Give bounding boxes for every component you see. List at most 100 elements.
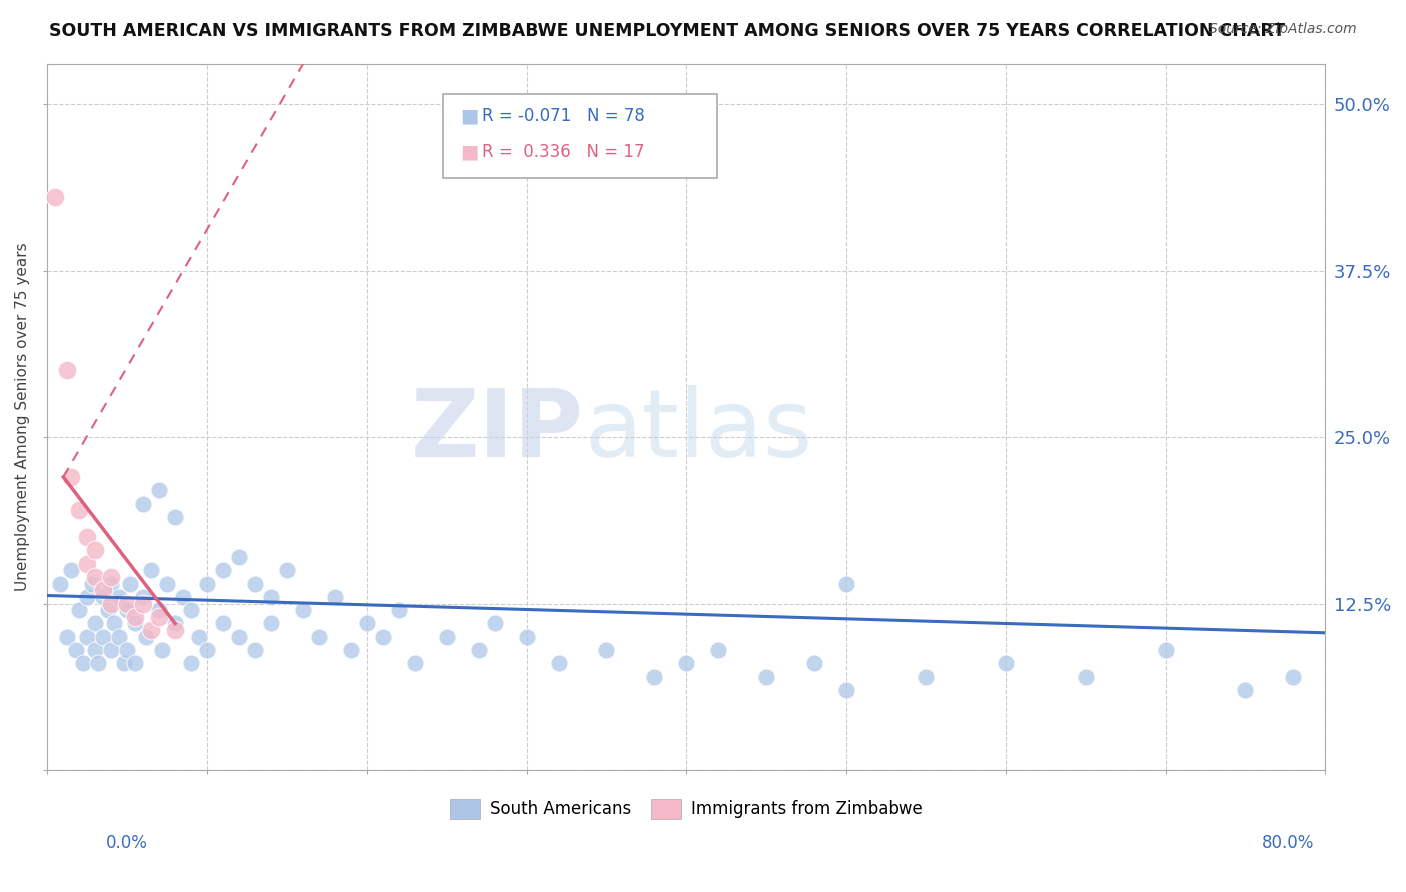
Text: ZIP: ZIP — [411, 385, 583, 477]
Point — [108, 630, 131, 644]
Point — [76, 630, 98, 644]
Point — [124, 616, 146, 631]
Text: ■: ■ — [460, 142, 478, 161]
Point — [84, 570, 107, 584]
Point — [55, 630, 77, 644]
Point — [1074, 670, 1097, 684]
Text: R = -0.071   N = 78: R = -0.071 N = 78 — [482, 107, 645, 125]
Point — [115, 597, 138, 611]
Point — [165, 623, 187, 637]
Point — [72, 657, 94, 671]
Point — [84, 643, 107, 657]
Point — [132, 590, 155, 604]
Point — [115, 603, 138, 617]
Point — [356, 616, 378, 631]
Point — [84, 543, 107, 558]
Point — [103, 616, 125, 631]
Point — [132, 497, 155, 511]
Point — [135, 630, 157, 644]
Point — [141, 563, 163, 577]
Point — [1282, 670, 1305, 684]
Point — [112, 657, 135, 671]
Text: SOUTH AMERICAN VS IMMIGRANTS FROM ZIMBABWE UNEMPLOYMENT AMONG SENIORS OVER 75 YE: SOUTH AMERICAN VS IMMIGRANTS FROM ZIMBAB… — [49, 22, 1285, 40]
Point — [87, 657, 110, 671]
Point — [65, 643, 87, 657]
Legend: South Americans, Immigrants from Zimbabwe: South Americans, Immigrants from Zimbabw… — [443, 793, 929, 825]
Point — [120, 576, 142, 591]
Text: 0.0%: 0.0% — [105, 834, 148, 852]
Point — [60, 470, 83, 484]
Point — [44, 190, 66, 204]
Point — [835, 683, 858, 698]
Point — [67, 503, 90, 517]
Text: Source: ZipAtlas.com: Source: ZipAtlas.com — [1209, 22, 1357, 37]
Point — [276, 563, 298, 577]
Point — [100, 597, 122, 611]
Point — [60, 563, 83, 577]
Point — [467, 643, 489, 657]
Point — [124, 657, 146, 671]
Point — [388, 603, 411, 617]
Point — [308, 630, 330, 644]
Point — [141, 623, 163, 637]
Point — [67, 603, 90, 617]
Point — [707, 643, 730, 657]
Point — [132, 597, 155, 611]
Text: R =  0.336   N = 17: R = 0.336 N = 17 — [482, 143, 645, 161]
Point — [371, 630, 394, 644]
Point — [195, 576, 218, 591]
Point — [76, 557, 98, 571]
Point — [243, 643, 266, 657]
Point — [165, 510, 187, 524]
Point — [228, 630, 250, 644]
Point — [291, 603, 314, 617]
Point — [228, 549, 250, 564]
Point — [76, 530, 98, 544]
Point — [156, 576, 179, 591]
Point — [100, 576, 122, 591]
Point — [994, 657, 1017, 671]
Point — [547, 657, 569, 671]
Y-axis label: Unemployment Among Seniors over 75 years: Unemployment Among Seniors over 75 years — [15, 243, 30, 591]
Text: 80.0%: 80.0% — [1263, 834, 1315, 852]
Point — [84, 616, 107, 631]
Point — [404, 657, 426, 671]
Point — [755, 670, 778, 684]
Point — [124, 610, 146, 624]
Point — [115, 643, 138, 657]
Point — [323, 590, 346, 604]
Point — [165, 616, 187, 631]
Point — [243, 576, 266, 591]
Point — [80, 576, 103, 591]
Point — [643, 670, 665, 684]
Point — [212, 563, 235, 577]
Point — [49, 576, 72, 591]
Point — [97, 603, 120, 617]
Text: atlas: atlas — [583, 385, 813, 477]
Point — [180, 657, 202, 671]
Point — [260, 590, 283, 604]
Point — [91, 590, 114, 604]
Point — [195, 643, 218, 657]
Point — [148, 603, 170, 617]
Point — [516, 630, 538, 644]
Point — [595, 643, 617, 657]
Point — [148, 483, 170, 498]
Point — [803, 657, 825, 671]
Point — [100, 570, 122, 584]
Point — [1154, 643, 1177, 657]
Point — [915, 670, 938, 684]
Point — [76, 590, 98, 604]
Point — [260, 616, 283, 631]
Point — [148, 610, 170, 624]
Point — [188, 630, 211, 644]
Point — [1234, 683, 1257, 698]
Point — [108, 590, 131, 604]
Point — [180, 603, 202, 617]
Point — [172, 590, 194, 604]
Point — [835, 576, 858, 591]
Point — [484, 616, 506, 631]
Point — [150, 643, 173, 657]
Point — [91, 630, 114, 644]
Text: ■: ■ — [460, 106, 478, 126]
